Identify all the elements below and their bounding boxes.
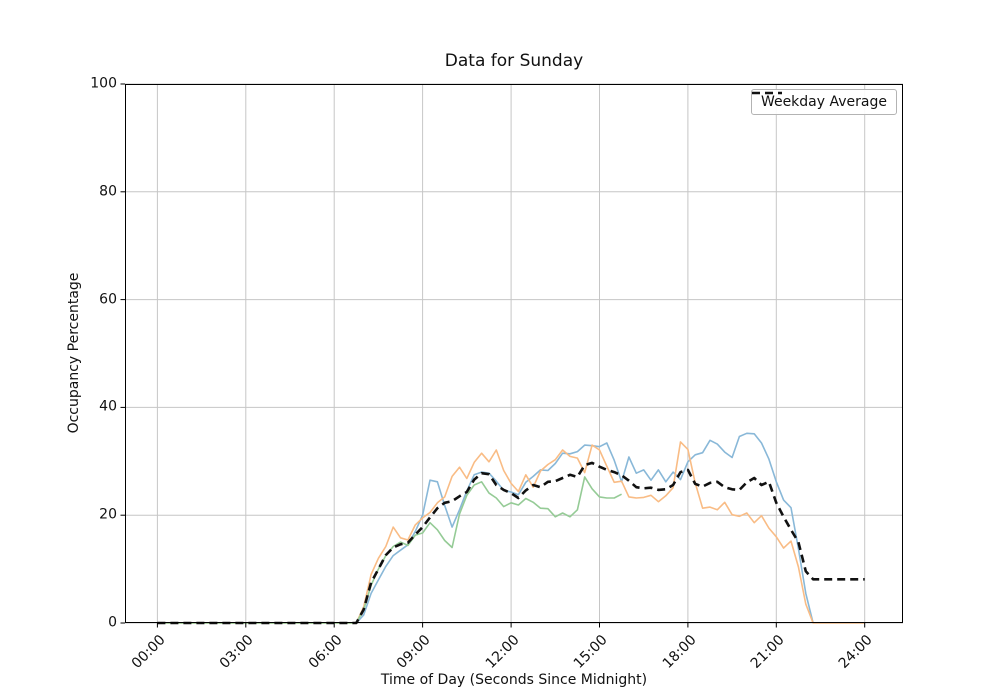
y-tick-label: 20 bbox=[99, 506, 117, 523]
x-tick-label: 06:00 bbox=[305, 632, 346, 672]
x-axis-label: Time of Day (Seconds Since Midnight) bbox=[380, 672, 648, 688]
y-tick-label: 80 bbox=[99, 183, 117, 200]
x-tick-label: 15:00 bbox=[570, 632, 611, 672]
x-tick-label: 00:00 bbox=[128, 632, 169, 672]
dashed-line-sample bbox=[751, 91, 782, 95]
x-tick-label: 18:00 bbox=[659, 632, 700, 672]
chart-title: Data for Sunday bbox=[444, 51, 584, 71]
y-tick-label: 60 bbox=[99, 291, 117, 308]
plot-canvas bbox=[120, 83, 903, 628]
legend-label: Weekday Average bbox=[760, 94, 887, 110]
legend: Weekday Average bbox=[750, 89, 897, 115]
x-tick-label: 21:00 bbox=[747, 632, 788, 672]
y-tick-label: 100 bbox=[90, 75, 117, 92]
plot-area: Weekday Average bbox=[120, 83, 903, 628]
x-tick-label: 09:00 bbox=[394, 632, 434, 672]
y-tick-label: 40 bbox=[99, 399, 117, 416]
x-tick-label: 24:00 bbox=[836, 632, 877, 672]
x-tick-label: 03:00 bbox=[217, 632, 258, 672]
x-tick-label: 12:00 bbox=[482, 632, 523, 672]
y-tick-label: 0 bbox=[108, 614, 117, 631]
